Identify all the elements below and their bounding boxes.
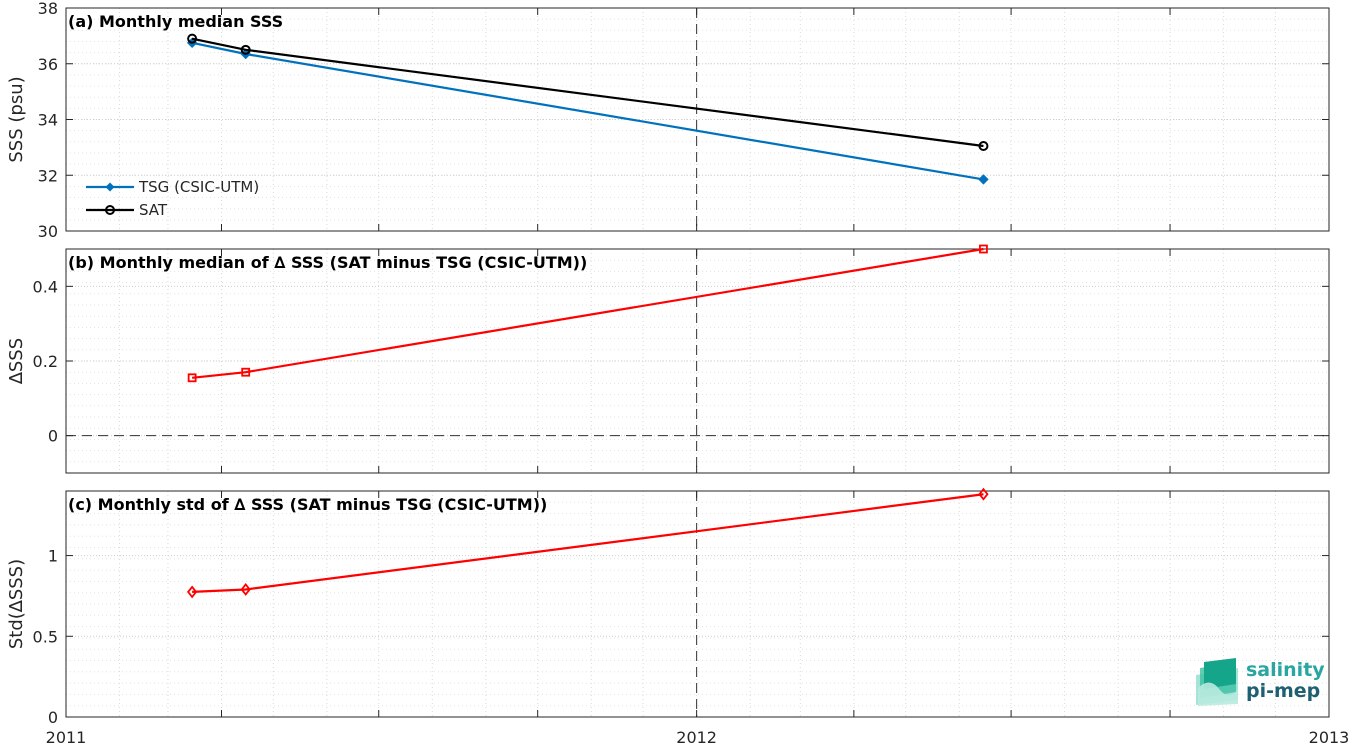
logo-line1: salinity	[1246, 659, 1325, 681]
series-line	[192, 493, 984, 593]
data-point	[978, 487, 989, 501]
x-tick-label: 2012	[676, 728, 717, 745]
pi-mep-logo: salinity pi-mep	[1196, 658, 1325, 706]
y-tick-label: 32	[38, 166, 58, 185]
legend-marker	[105, 205, 115, 215]
data-point	[187, 33, 198, 44]
legend-marker	[105, 182, 115, 192]
y-tick-label: 0	[48, 427, 58, 446]
data-point	[979, 244, 988, 254]
logo-line2: pi-mep	[1246, 680, 1320, 702]
panel-title: (b) Monthly median of ∆ SSS (SAT minus T…	[68, 253, 587, 272]
panel-a: 30 32 34 36 38 SSS (psu) (a) Monthly median SS…	[6, 0, 1330, 241]
y-tick-label: 34	[38, 111, 58, 130]
data-point	[240, 583, 251, 596]
data-point	[240, 44, 251, 55]
y-axis-label: SSS (psu)	[6, 76, 27, 162]
y-tick-label: 0.2	[33, 352, 58, 371]
panel-title: (a) Monthly median SSS	[68, 12, 283, 31]
data-point	[187, 373, 197, 383]
y-tick-label: 0.5	[33, 627, 58, 646]
legend-label: SAT	[139, 201, 168, 219]
panel-b: 0 0.2 0.4 ∆SSS (b) Monthly median of ∆ SSS (…	[6, 244, 1330, 474]
panel-c: 0 0.5 1 2011 2012 2013 Std(∆SSS) (c) Monthly st…	[6, 487, 1350, 745]
y-tick-label: 38	[38, 0, 58, 18]
logo-mark-icon	[1196, 658, 1238, 706]
legend-label: TSG (CSIC-UTM)	[138, 178, 259, 196]
data-point	[241, 367, 251, 377]
y-tick-label: 30	[38, 222, 58, 241]
axes-box	[65, 490, 1330, 718]
panel-title: (c) Monthly std of ∆ SSS (SAT minus TSG …	[68, 495, 547, 514]
series-line	[192, 247, 984, 379]
data-point	[978, 174, 989, 185]
x-tick-label: 2011	[46, 728, 87, 745]
y-axis-label: Std(∆SSS)	[6, 559, 27, 649]
y-tick-label: 1	[48, 547, 58, 566]
y-tick-label: 36	[38, 55, 58, 74]
plot-area	[66, 491, 1329, 717]
y-axis-label: ∆SSS	[6, 338, 27, 385]
y-tick-label: 0.4	[33, 277, 58, 296]
data-point	[186, 585, 198, 599]
data-point	[978, 140, 989, 151]
y-tick-label: 0	[48, 708, 58, 727]
x-tick-label: 2013	[1309, 728, 1350, 745]
series-line	[191, 37, 984, 148]
